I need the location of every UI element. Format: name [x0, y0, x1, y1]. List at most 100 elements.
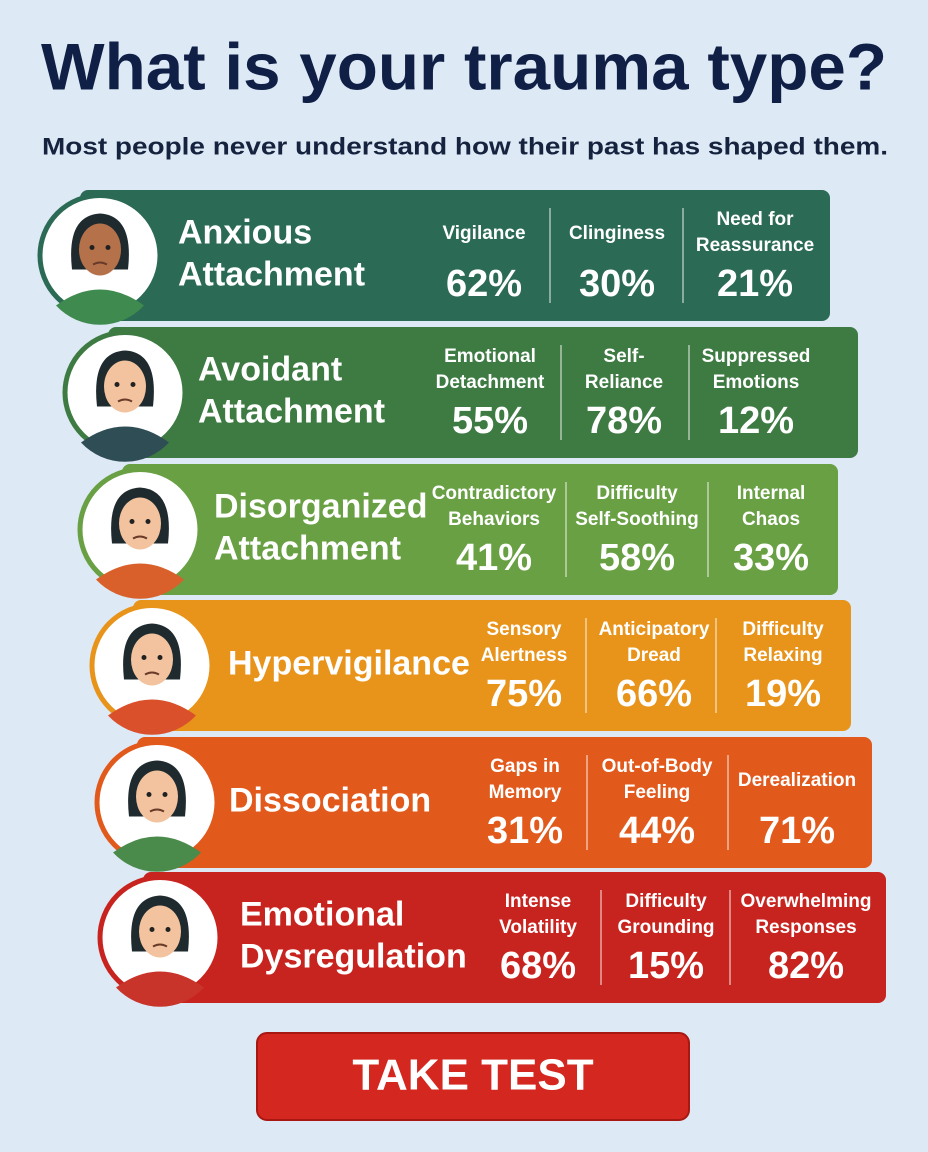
button-label[interactable]: TAKE TEST — [352, 1051, 593, 1100]
row-title: Disorganized — [214, 487, 427, 525]
stat-value: 75% — [486, 673, 562, 715]
avatar-eye — [146, 792, 152, 797]
stat-label: Derealization — [738, 770, 856, 791]
row-title: Emotional — [240, 895, 404, 933]
stat-label: Emotional — [444, 346, 536, 367]
avatar-eye — [165, 927, 171, 932]
avatar-face — [104, 360, 146, 413]
avatar-eye — [130, 382, 136, 387]
avatar-eye — [114, 382, 120, 387]
stat-label: Reliance — [585, 372, 663, 393]
avatar-face — [119, 497, 161, 550]
stat-label: Sensory — [487, 619, 562, 640]
avatar-face — [139, 905, 181, 958]
stat-value: 71% — [759, 810, 835, 852]
trauma-row: Avoidant Attachment Emotional Detachment 55%… — [62, 327, 858, 462]
stat-value: 30% — [579, 263, 655, 305]
trauma-row: Anxious Attachment Vigilance 62% Clinginess 3… — [37, 190, 830, 325]
stat-label: Out-of-Body — [602, 756, 713, 777]
stat-label: Self-Soothing — [575, 509, 698, 530]
stat-label: Behaviors — [448, 509, 540, 530]
stat-value: 44% — [619, 810, 695, 852]
avatar-body — [96, 563, 184, 599]
row-title: Attachment — [214, 529, 401, 567]
stat-label: Suppressed — [702, 346, 811, 367]
stat-label: Anticipatory — [599, 619, 710, 640]
button-background[interactable] — [256, 1032, 690, 1121]
stat-value: 66% — [616, 673, 692, 715]
stat-label: Difficulty — [625, 891, 707, 912]
avatar-mouth — [149, 808, 165, 813]
row-title: Hypervigilance — [228, 644, 470, 682]
row-title: Dissociation — [229, 781, 431, 819]
stat-label: Detachment — [436, 372, 545, 393]
avatar-face — [79, 223, 121, 276]
stat-label: Vigilance — [442, 223, 525, 244]
trauma-row: Hypervigilance Sensory Alertness 75% Anticip… — [89, 600, 851, 735]
subtitle: Most people never understand how their p… — [42, 133, 888, 160]
row-title: Avoidant — [198, 350, 342, 388]
stat-value: 58% — [599, 537, 675, 579]
stat-value: 31% — [487, 810, 563, 852]
avatar-mouth — [132, 535, 148, 540]
stat-label: Chaos — [742, 509, 800, 530]
row-title: Anxious — [178, 213, 312, 251]
row-band — [80, 190, 830, 321]
stat-label: Difficulty — [742, 619, 824, 640]
avatar-eye — [149, 927, 155, 932]
trauma-row: Dissociation Gaps in Memory 31% Out-of-Body F… — [94, 737, 872, 872]
avatar-mouth — [117, 398, 133, 403]
stat-value: 62% — [446, 263, 522, 305]
stat-label: Grounding — [617, 917, 714, 938]
stat-label: Difficulty — [596, 483, 678, 504]
avatar-mouth — [152, 943, 168, 948]
avatar-eye — [162, 792, 168, 797]
trauma-row: Emotional Dysregulation Intense Volatility 6… — [97, 872, 886, 1007]
stat-label: Feeling — [624, 782, 691, 803]
stat-label: Emotions — [713, 372, 800, 393]
stat-value: 82% — [768, 945, 844, 987]
stat-label: Clinginess — [569, 223, 665, 244]
row-title: Attachment — [178, 255, 365, 293]
stat-value: 21% — [717, 263, 793, 305]
avatar-body — [116, 971, 204, 1007]
stat-label: Gaps in — [490, 756, 560, 777]
avatar-body — [56, 289, 144, 325]
avatar-body — [108, 699, 196, 735]
row-band — [143, 872, 886, 1003]
avatar-mouth — [92, 261, 108, 266]
stat-label: Internal — [737, 483, 806, 504]
avatar-face — [136, 770, 178, 823]
avatar-eye — [105, 245, 111, 250]
avatar-eye — [129, 519, 135, 524]
avatar-body — [113, 836, 201, 872]
stat-value: 55% — [452, 400, 528, 442]
stat-label: Contradictory — [432, 483, 557, 504]
stat-label: Intense — [505, 891, 572, 912]
trauma-row: Disorganized Attachment Contradictory Behav… — [77, 464, 838, 599]
stat-value: 19% — [745, 673, 821, 715]
avatar-eye — [145, 519, 151, 524]
stat-label: Memory — [489, 782, 562, 803]
title: What is your trauma type? — [41, 29, 887, 103]
stat-value: 33% — [733, 537, 809, 579]
row-band — [122, 464, 838, 595]
stat-value: 41% — [456, 537, 532, 579]
stat-label: Relaxing — [743, 645, 822, 666]
stat-label: Need for — [716, 209, 794, 230]
avatar-face — [131, 633, 173, 686]
stat-label: Dread — [627, 645, 681, 666]
avatar-body — [81, 426, 169, 462]
row-band — [137, 737, 872, 868]
stat-label: Volatility — [499, 917, 577, 938]
stat-label: Self- — [603, 346, 644, 367]
avatar-eye — [157, 655, 163, 660]
avatar-mouth — [144, 671, 160, 676]
row-title: Dysregulation — [240, 937, 467, 975]
row-band — [133, 600, 851, 731]
take-test-button[interactable]: TAKE TEST — [256, 1032, 690, 1121]
row-band — [108, 327, 858, 458]
stat-value: 78% — [586, 400, 662, 442]
